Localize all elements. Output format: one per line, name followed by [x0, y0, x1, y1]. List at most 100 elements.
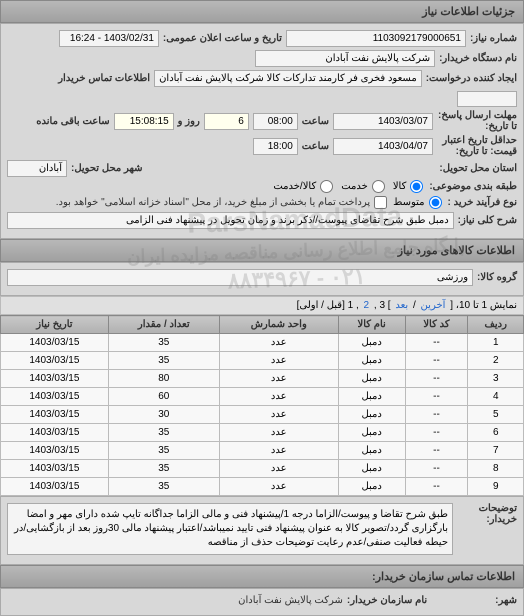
table-cell: عدد	[219, 388, 338, 406]
pager-next-link[interactable]: بعد	[395, 300, 408, 311]
request-number-value: 1103092179000651	[286, 30, 466, 47]
contact-form: شهر: نام سازمان خریدار: شرکت پالایش نفت …	[0, 588, 524, 616]
table-cell: 6	[468, 424, 524, 442]
table-cell: 3	[468, 370, 524, 388]
table-cell: دمبل	[338, 460, 405, 478]
request-form: شماره نیاز: 1103092179000651 تاریخ و ساع…	[0, 23, 524, 239]
radio-goods[interactable]: کالا	[393, 180, 426, 193]
time-left-label: ساعت باقی مانده	[36, 116, 109, 127]
table-cell: 80	[108, 370, 219, 388]
contact-section-title: اطلاعات تماس سازمان خریدار:	[0, 565, 524, 588]
buyer-org-label: نام دستگاه خریدار:	[439, 53, 517, 64]
contact-city-label: شهر:	[495, 595, 517, 606]
table-cell: 1403/03/15	[1, 424, 109, 442]
table-cell: 5	[468, 406, 524, 424]
table-cell: 9	[468, 478, 524, 496]
table-cell: 2	[468, 352, 524, 370]
table-cell: عدد	[219, 406, 338, 424]
radio-both-label: کالا/خدمت	[273, 181, 316, 192]
request-number-label: شماره نیاز:	[470, 33, 517, 44]
radio-both-input[interactable]	[320, 180, 333, 193]
table-cell: 1403/03/15	[1, 334, 109, 352]
reply-date-value: 1403/03/07	[333, 113, 433, 130]
category-radio-group: کالا خدمت کالا/خدمت	[273, 180, 425, 193]
goods-section-title: اطلاعات کالاهای مورد نیاز	[0, 239, 524, 262]
table-cell: 1403/03/15	[1, 442, 109, 460]
buyer-org-value: شرکت پالایش نفت آبادان	[255, 50, 435, 67]
contact-org-value: شرکت پالایش نفت آبادان	[238, 595, 343, 606]
pager-mid: ] 3 ,	[374, 300, 391, 311]
table-row: 9--دمبلعدد351403/03/15	[1, 478, 524, 496]
table-cell: عدد	[219, 334, 338, 352]
radio-medium[interactable]: متوسط	[393, 196, 443, 209]
table-header-cell: کد کالا	[405, 316, 468, 334]
table-cell: دمبل	[338, 442, 405, 460]
time-left-value: 15:08:15	[114, 113, 174, 130]
table-header-cell: واحد شمارش	[219, 316, 338, 334]
radio-goods-input[interactable]	[410, 180, 423, 193]
credit-deadline-label: حداقل تاریخ اعتبار قیمت: تا تاریخ:	[437, 135, 517, 157]
table-cell: عدد	[219, 424, 338, 442]
table-row: 2--دمبلعدد351403/03/15	[1, 352, 524, 370]
table-cell: 30	[108, 406, 219, 424]
table-row: 1--دمبلعدد351403/03/15	[1, 334, 524, 352]
table-cell: --	[405, 442, 468, 460]
table-cell: --	[405, 334, 468, 352]
table-cell: --	[405, 478, 468, 496]
requester-label: ایجاد کننده درخواست:	[426, 73, 517, 84]
buyer-contact-value	[457, 91, 517, 107]
check-treasury[interactable]: پرداخت تمام یا بخشی از مبلغ خرید، از محل…	[56, 196, 389, 209]
category-label: طبقه بندی موضوعی:	[429, 181, 517, 192]
reply-time-value: 08:00	[253, 113, 298, 130]
desc-label: شرح کلی نیاز:	[458, 215, 517, 226]
table-cell: 35	[108, 334, 219, 352]
delivery-city-value: آبادان	[7, 160, 67, 177]
radio-service-input[interactable]	[372, 180, 385, 193]
table-cell: 35	[108, 478, 219, 496]
table-cell: دمبل	[338, 370, 405, 388]
goods-table: ردیفکد کالانام کالاواحد شمارشتعداد / مقد…	[0, 315, 524, 496]
table-header-cell: تعداد / مقدار	[108, 316, 219, 334]
desc-value: دمبل طبق شرح تقاضای پیوست//ذکر برند و زم…	[7, 212, 454, 229]
table-cell: دمبل	[338, 406, 405, 424]
delivery-city-label: شهر محل تحویل:	[71, 163, 143, 174]
check-treasury-input[interactable]	[374, 196, 387, 209]
time-label-2: ساعت	[302, 141, 329, 152]
table-cell: 35	[108, 460, 219, 478]
table-cell: عدد	[219, 460, 338, 478]
notes-text: طبق شرح تقاضا و پیوست/الزاما درجه 1/پیشن…	[7, 503, 453, 555]
table-cell: 4	[468, 388, 524, 406]
radio-medium-input[interactable]	[429, 196, 442, 209]
radio-service[interactable]: خدمت	[341, 180, 387, 193]
table-cell: 7	[468, 442, 524, 460]
radio-both[interactable]: کالا/خدمت	[273, 180, 335, 193]
table-row: 3--دمبلعدد801403/03/15	[1, 370, 524, 388]
credit-time-value: 18:00	[253, 138, 298, 155]
contact-org-label: نام سازمان خریدار:	[347, 595, 427, 606]
pager-last-link[interactable]: آخرین	[421, 300, 446, 311]
pager-text: نمایش 1 تا 10، [	[450, 300, 517, 311]
public-announce-value: 1403/02/31 - 16:24	[59, 30, 159, 47]
radio-service-label: خدمت	[341, 181, 368, 192]
table-cell: عدد	[219, 352, 338, 370]
radio-medium-label: متوسط	[393, 197, 424, 208]
table-cell: 1403/03/15	[1, 406, 109, 424]
radio-goods-label: کالا	[393, 181, 407, 192]
process-type-label: نوع فرآیند خرید :	[448, 197, 517, 208]
table-cell: 60	[108, 388, 219, 406]
notes-label: توضیحات خریدار:	[457, 503, 517, 525]
table-cell: 1403/03/15	[1, 388, 109, 406]
table-cell: --	[405, 460, 468, 478]
table-cell: --	[405, 388, 468, 406]
table-cell: عدد	[219, 442, 338, 460]
buyer-contact-label: اطلاعات تماس خریدار	[58, 73, 150, 84]
table-row: 5--دمبلعدد301403/03/15	[1, 406, 524, 424]
table-header-cell: ردیف	[468, 316, 524, 334]
table-cell: 1403/03/15	[1, 370, 109, 388]
table-cell: 1403/03/15	[1, 460, 109, 478]
delivery-state-label: استان محل تحویل:	[439, 163, 517, 174]
table-cell: --	[405, 370, 468, 388]
public-announce-label: تاریخ و ساعت اعلان عمومی:	[163, 33, 282, 44]
pager-page2-link[interactable]: 2	[364, 300, 370, 311]
table-header-cell: تاریخ نیاز	[1, 316, 109, 334]
